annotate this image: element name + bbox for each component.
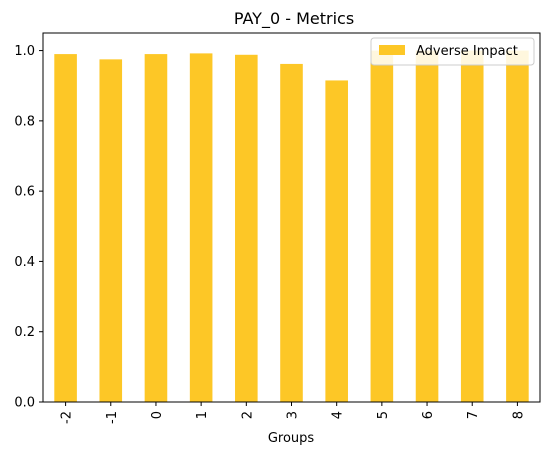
legend-box	[370, 37, 535, 66]
x-axis-label: Groups	[268, 431, 315, 446]
bar-4	[325, 80, 348, 402]
x-tick-label: 6	[421, 411, 436, 419]
x-tick-label: 4	[331, 411, 346, 419]
bar-8	[506, 50, 529, 402]
bars-group	[54, 50, 529, 402]
bar--1	[99, 59, 123, 402]
y-tick-label: 1.0	[14, 44, 35, 59]
x-tick-label: 5	[376, 411, 391, 419]
x-tick-label: 2	[240, 411, 255, 419]
y-tick-label: 0.2	[14, 325, 35, 340]
chart-title: PAY_0 - Metrics	[234, 9, 354, 29]
bar-3	[280, 63, 303, 402]
x-tick-label: 0	[150, 411, 165, 419]
x-tick-label: -2	[60, 411, 75, 424]
y-tick-label: 0.6	[14, 185, 35, 200]
bar-5	[370, 50, 394, 402]
y-tick-label: 0.0	[14, 396, 35, 411]
x-tick-label: 8	[511, 411, 526, 419]
x-tick-label: -1	[105, 411, 120, 424]
y-tick-label: 0.8	[14, 114, 35, 129]
x-tick-label: 3	[286, 411, 301, 419]
x-tick-label: 1	[195, 411, 210, 419]
bar-0	[144, 54, 168, 402]
bar-2	[235, 54, 258, 402]
x-tick-label: 7	[466, 411, 481, 419]
legend-swatch	[379, 45, 405, 55]
y-axis: 0.0 0.2 0.4 0.6 0.8 1.0	[14, 44, 43, 411]
bar-1	[189, 53, 213, 402]
y-tick-label: 0.4	[14, 255, 35, 270]
legend-label: Adverse Impact	[416, 44, 518, 59]
bar--2	[54, 54, 77, 402]
x-axis: -2 -1 0 1 2 3 4 5 6 7 8	[60, 402, 526, 424]
bar-7	[460, 50, 484, 402]
bar-6	[415, 50, 439, 402]
legend: Adverse Impact	[370, 37, 535, 66]
